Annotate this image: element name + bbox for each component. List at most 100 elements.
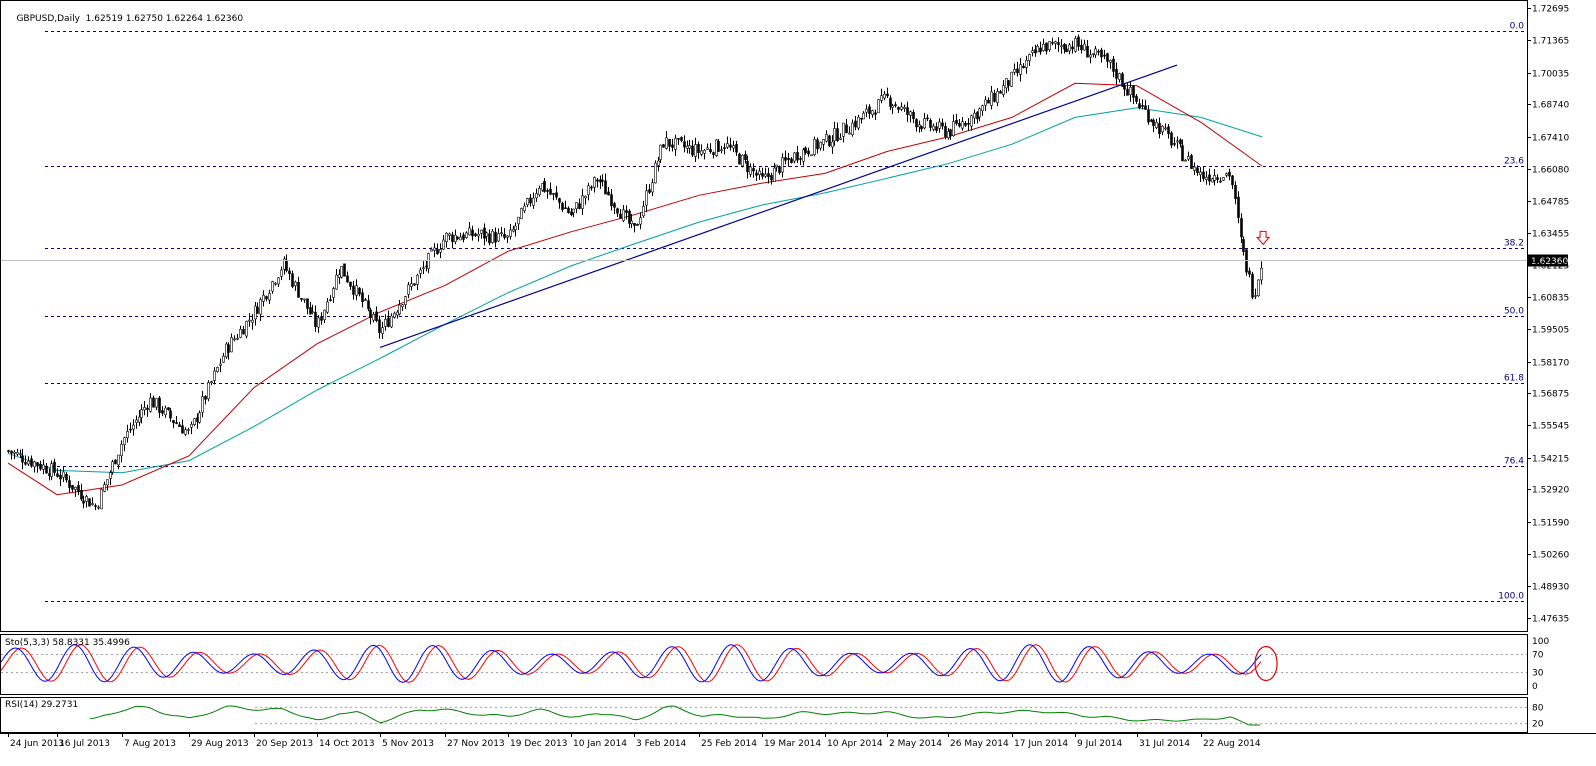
rsi-line xyxy=(89,705,1260,726)
candle-body xyxy=(1144,105,1147,110)
candle-body xyxy=(865,108,868,113)
candle-body xyxy=(662,144,665,148)
candle-body xyxy=(1089,54,1092,58)
candle-body xyxy=(91,503,94,505)
price-tick-label: 1.55545 xyxy=(1532,422,1569,432)
candle-body xyxy=(1126,88,1129,96)
candle-body xyxy=(1068,44,1071,52)
candle-body xyxy=(1205,176,1208,180)
candle-body xyxy=(900,106,903,110)
candle-body xyxy=(274,282,277,285)
candle-body xyxy=(642,205,645,217)
candle-body xyxy=(1234,184,1237,199)
candle-body xyxy=(781,157,784,173)
candle-body xyxy=(1196,167,1199,174)
candle-body xyxy=(24,462,27,465)
candle-body xyxy=(146,407,149,410)
candle-body xyxy=(514,225,517,230)
candle-body xyxy=(1039,47,1042,53)
candle-body xyxy=(1228,171,1231,177)
candle-body xyxy=(575,202,578,210)
candle-body xyxy=(36,462,39,467)
down-arrow-annotation xyxy=(1256,230,1271,246)
candle-body xyxy=(1248,270,1251,275)
candle-body xyxy=(938,121,941,129)
candle-body xyxy=(230,337,233,353)
candle-body xyxy=(1181,145,1184,162)
candle-body xyxy=(816,139,819,150)
candle-body xyxy=(265,296,268,300)
candle-body xyxy=(381,327,384,334)
candle-body xyxy=(688,145,691,149)
price-tick-label: 1.71365 xyxy=(1532,37,1569,47)
candle-body xyxy=(210,381,213,383)
stochastic-main-line xyxy=(0,644,1262,683)
candle-body xyxy=(845,124,848,134)
candle-body xyxy=(474,233,477,236)
candle-body xyxy=(543,180,546,192)
candle-body xyxy=(790,158,793,163)
candle-body xyxy=(529,197,532,204)
candle-body xyxy=(520,208,523,220)
candle-body xyxy=(1013,68,1016,73)
candle-body xyxy=(33,461,36,468)
candle-body xyxy=(570,211,573,216)
stochastic-highlight-circle xyxy=(1254,645,1278,682)
candle-body xyxy=(691,145,694,156)
candle-body xyxy=(465,232,468,238)
candle-body xyxy=(364,299,367,302)
candle-body xyxy=(984,99,987,106)
candle-body xyxy=(1164,127,1167,130)
stochastic-tick-label: 0 xyxy=(1532,682,1538,692)
candle-body xyxy=(117,454,120,466)
candle-body xyxy=(378,319,381,333)
candle-body xyxy=(645,190,648,206)
candle-body xyxy=(120,443,123,457)
candle-body xyxy=(819,142,822,149)
candle-body xyxy=(886,93,889,97)
candle-body xyxy=(53,461,56,473)
candle-body xyxy=(167,407,170,410)
candle-body xyxy=(138,416,141,423)
candle-body xyxy=(639,217,642,225)
time-tick-label: 27 Nov 2013 xyxy=(447,739,505,749)
candle-body xyxy=(613,203,616,208)
candle-body xyxy=(993,93,996,102)
candle-body xyxy=(239,329,242,338)
candle-body xyxy=(752,168,755,172)
candle-body xyxy=(7,450,10,452)
candle-body xyxy=(1036,46,1039,53)
candle-body xyxy=(767,173,770,178)
price-tick-label: 1.51590 xyxy=(1532,519,1569,529)
candle-body xyxy=(671,144,674,148)
candle-body xyxy=(532,197,535,206)
candle-body xyxy=(990,91,993,106)
candle-body xyxy=(1077,36,1080,47)
candle-body xyxy=(401,304,404,307)
candle-body xyxy=(674,137,677,150)
candle-body xyxy=(935,126,938,131)
current-price-badge xyxy=(1528,254,1568,267)
time-tick-label: 24 Jun 2013 xyxy=(10,739,64,749)
candle-body xyxy=(952,121,955,136)
candle-body xyxy=(1083,43,1086,51)
time-tick-label: 14 Oct 2013 xyxy=(319,739,375,749)
candle-body xyxy=(665,137,668,149)
price-tick-label: 1.52920 xyxy=(1532,486,1569,496)
price-tick-label: 1.68740 xyxy=(1532,101,1569,111)
candle-body xyxy=(1065,48,1068,53)
candle-body xyxy=(958,123,961,127)
candle-body xyxy=(494,231,497,243)
candle-body xyxy=(726,143,729,148)
candle-body xyxy=(1147,109,1150,123)
candle-body xyxy=(13,451,16,454)
candle-body xyxy=(369,309,372,318)
candle-body xyxy=(106,479,109,486)
candle-body xyxy=(1060,45,1063,48)
candle-body xyxy=(746,160,749,173)
candle-body xyxy=(839,137,842,140)
candle-body xyxy=(462,234,465,240)
